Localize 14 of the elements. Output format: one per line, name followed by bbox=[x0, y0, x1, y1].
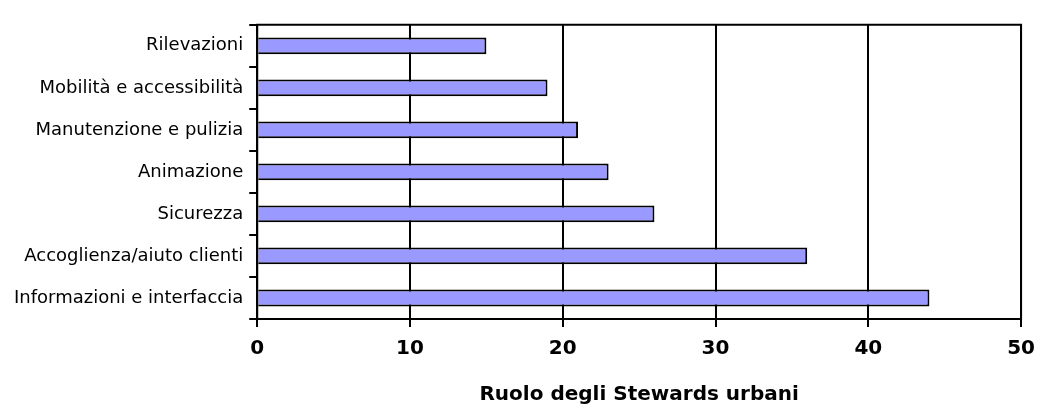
x-tick-label: 40 bbox=[854, 335, 883, 360]
x-tick-label: 20 bbox=[548, 335, 577, 360]
x-tick-label: 50 bbox=[1007, 335, 1036, 360]
y-tick-label: Mobilità e accessibilità bbox=[39, 75, 244, 97]
x-tick-label: 10 bbox=[396, 335, 424, 360]
y-tick-label: Rilevazioni bbox=[146, 33, 244, 55]
x-tick-label: 30 bbox=[701, 335, 730, 360]
y-tick-label: Manutenzione e pulizia bbox=[35, 117, 244, 139]
y-tick-label: Accoglienza/aiuto clienti bbox=[24, 243, 244, 265]
y-tick-label: Animazione bbox=[138, 159, 244, 181]
y-tick-label: Sicurezza bbox=[157, 201, 244, 223]
y-tick-label: Informazioni e interfaccia bbox=[13, 285, 244, 307]
x-axis-title: Ruolo degli Stewards urbani bbox=[479, 381, 799, 406]
x-tick-label: 0 bbox=[250, 335, 265, 360]
